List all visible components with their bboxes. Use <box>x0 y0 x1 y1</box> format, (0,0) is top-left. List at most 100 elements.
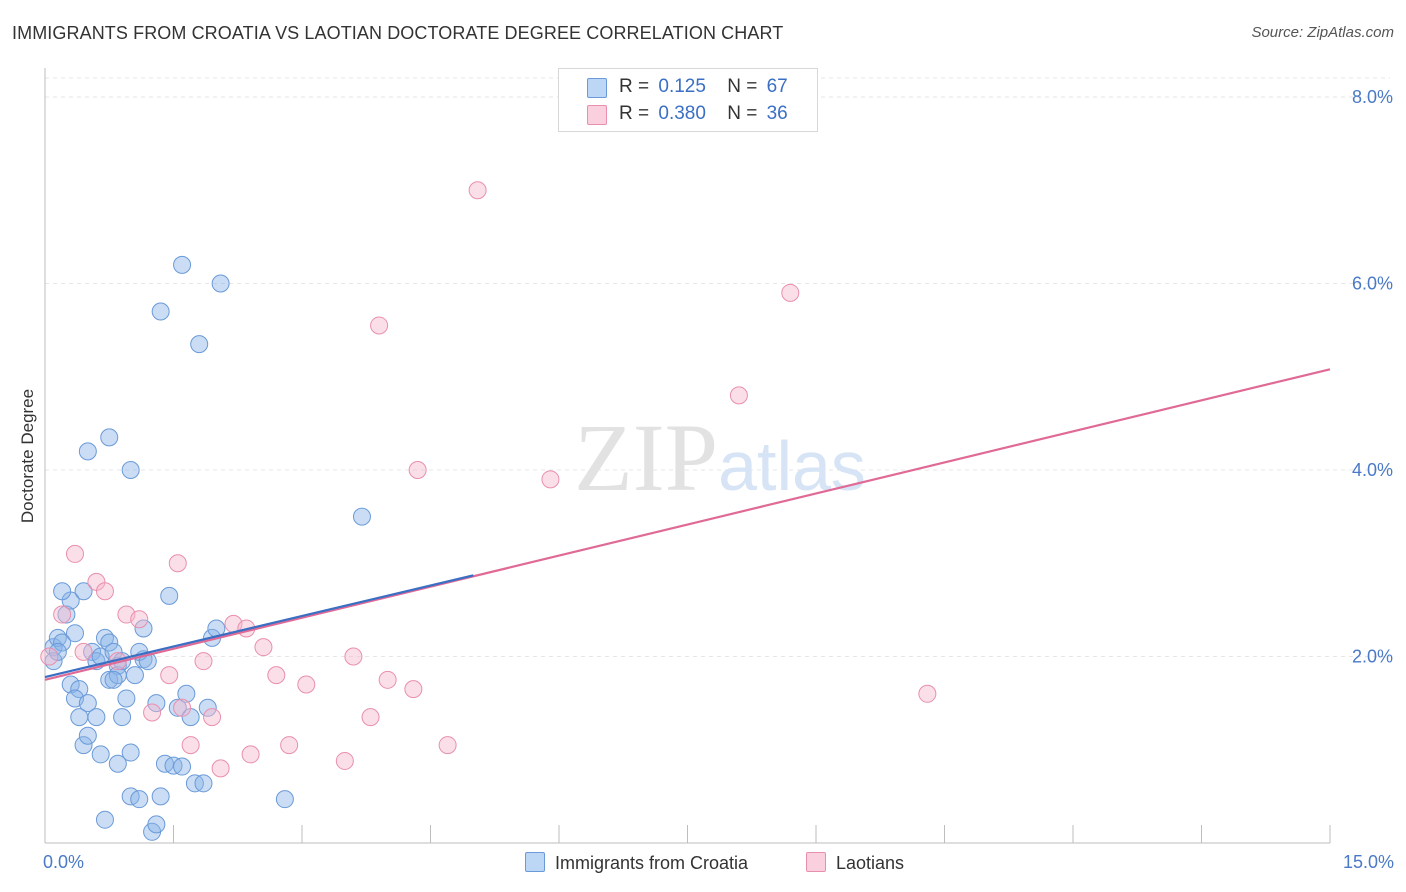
point-laotians <box>378 670 397 689</box>
point-croatia <box>275 790 294 809</box>
legend-n-value-laotians: 36 <box>766 103 788 124</box>
point-croatia <box>91 745 110 764</box>
point-croatia <box>65 624 84 643</box>
point-laotians <box>168 554 187 573</box>
point-croatia <box>70 680 89 699</box>
point-laotians <box>74 642 93 661</box>
point-croatia <box>151 787 170 806</box>
chart-title: IMMIGRANTS FROM CROATIA VS LAOTIAN DOCTO… <box>12 23 784 43</box>
legend-swatch-laotians <box>587 105 607 125</box>
point-croatia <box>74 582 93 601</box>
point-laotians <box>918 684 937 703</box>
point-croatia <box>198 698 217 717</box>
point-laotians <box>95 582 114 601</box>
point-croatia <box>57 605 76 624</box>
point-croatia <box>95 810 114 829</box>
point-croatia <box>100 670 119 689</box>
x-tick-label-max: 15.0% <box>1342 852 1394 872</box>
point-laotians <box>361 708 380 727</box>
point-croatia <box>134 619 153 638</box>
x-tick-label-min: 0.0% <box>43 852 85 872</box>
point-croatia <box>173 757 192 776</box>
point-croatia <box>151 302 170 321</box>
y-tick-labels: 2.0% 4.0% 6.0% 8.0% <box>1352 87 1393 667</box>
point-laotians <box>781 283 800 302</box>
point-croatia <box>147 694 166 713</box>
point-croatia <box>160 586 179 605</box>
point-croatia <box>147 815 166 834</box>
point-croatia <box>48 642 67 661</box>
axes <box>44 68 1331 844</box>
point-laotians <box>65 544 84 563</box>
point-laotians <box>40 647 59 666</box>
point-laotians <box>297 675 316 694</box>
trend-lines <box>44 368 1331 681</box>
point-croatia <box>100 428 119 447</box>
legend-swatch-croatia <box>587 78 607 98</box>
point-laotians <box>344 647 363 666</box>
point-laotians <box>280 736 299 755</box>
point-laotians <box>541 470 560 489</box>
point-laotians <box>241 745 260 764</box>
point-croatia <box>190 335 209 354</box>
data-points <box>40 181 937 841</box>
point-laotians <box>203 708 222 727</box>
point-croatia <box>78 442 97 461</box>
point-laotians <box>130 610 149 629</box>
point-laotians <box>53 605 72 624</box>
chart-source: Source: ZipAtlas.com <box>1251 24 1394 41</box>
point-laotians <box>211 759 230 778</box>
point-laotians <box>335 751 354 770</box>
point-laotians <box>181 736 200 755</box>
legend-r-label: R = <box>619 76 650 97</box>
series-label-laotians: Laotians <box>836 853 905 873</box>
point-laotians <box>143 703 162 722</box>
point-croatia <box>87 708 106 727</box>
point-croatia <box>130 790 149 809</box>
point-croatia <box>117 689 136 708</box>
point-croatia <box>78 694 97 713</box>
point-laotians <box>194 652 213 671</box>
point-laotians <box>173 698 192 717</box>
point-croatia <box>100 633 119 652</box>
point-croatia <box>108 754 127 773</box>
point-croatia <box>74 736 93 755</box>
point-laotians <box>370 316 389 335</box>
series-label-croatia: Immigrants from Croatia <box>555 853 749 873</box>
point-croatia <box>61 675 80 694</box>
y-tick-label: 2.0% <box>1352 647 1393 667</box>
correlation-legend: R = 0.125 N = 67 R = 0.380 N = 36 <box>558 68 818 132</box>
point-laotians <box>267 666 286 685</box>
trend-line <box>44 574 474 679</box>
legend-n-label: N = <box>727 76 758 97</box>
series-swatch-croatia <box>525 852 545 872</box>
series-legend-laotians: Laotians <box>806 852 904 874</box>
point-laotians <box>160 666 179 685</box>
y-tick-label: 8.0% <box>1352 87 1393 107</box>
point-croatia <box>125 666 144 685</box>
legend-n-label: N = <box>727 103 758 124</box>
point-laotians <box>729 386 748 405</box>
point-laotians <box>254 638 273 657</box>
point-croatia <box>194 774 213 793</box>
gridlines <box>45 77 1390 657</box>
series-legend-croatia: Immigrants from Croatia <box>525 852 748 874</box>
y-tick-label: 6.0% <box>1352 274 1393 294</box>
point-laotians <box>438 736 457 755</box>
legend-r-label: R = <box>619 103 650 124</box>
point-croatia <box>121 743 140 762</box>
point-croatia <box>53 633 72 652</box>
watermark: ZIPatlas <box>574 404 866 511</box>
point-laotians <box>404 680 423 699</box>
legend-r-value-laotians: 0.380 <box>658 103 706 124</box>
point-croatia <box>168 698 187 717</box>
legend-r-value-croatia: 0.125 <box>658 76 706 97</box>
point-croatia <box>78 726 97 745</box>
trend-line <box>44 368 1331 681</box>
point-croatia <box>352 507 371 526</box>
point-croatia <box>104 670 123 689</box>
point-croatia <box>53 582 72 601</box>
y-tick-label: 4.0% <box>1352 460 1393 480</box>
point-croatia <box>211 274 230 293</box>
